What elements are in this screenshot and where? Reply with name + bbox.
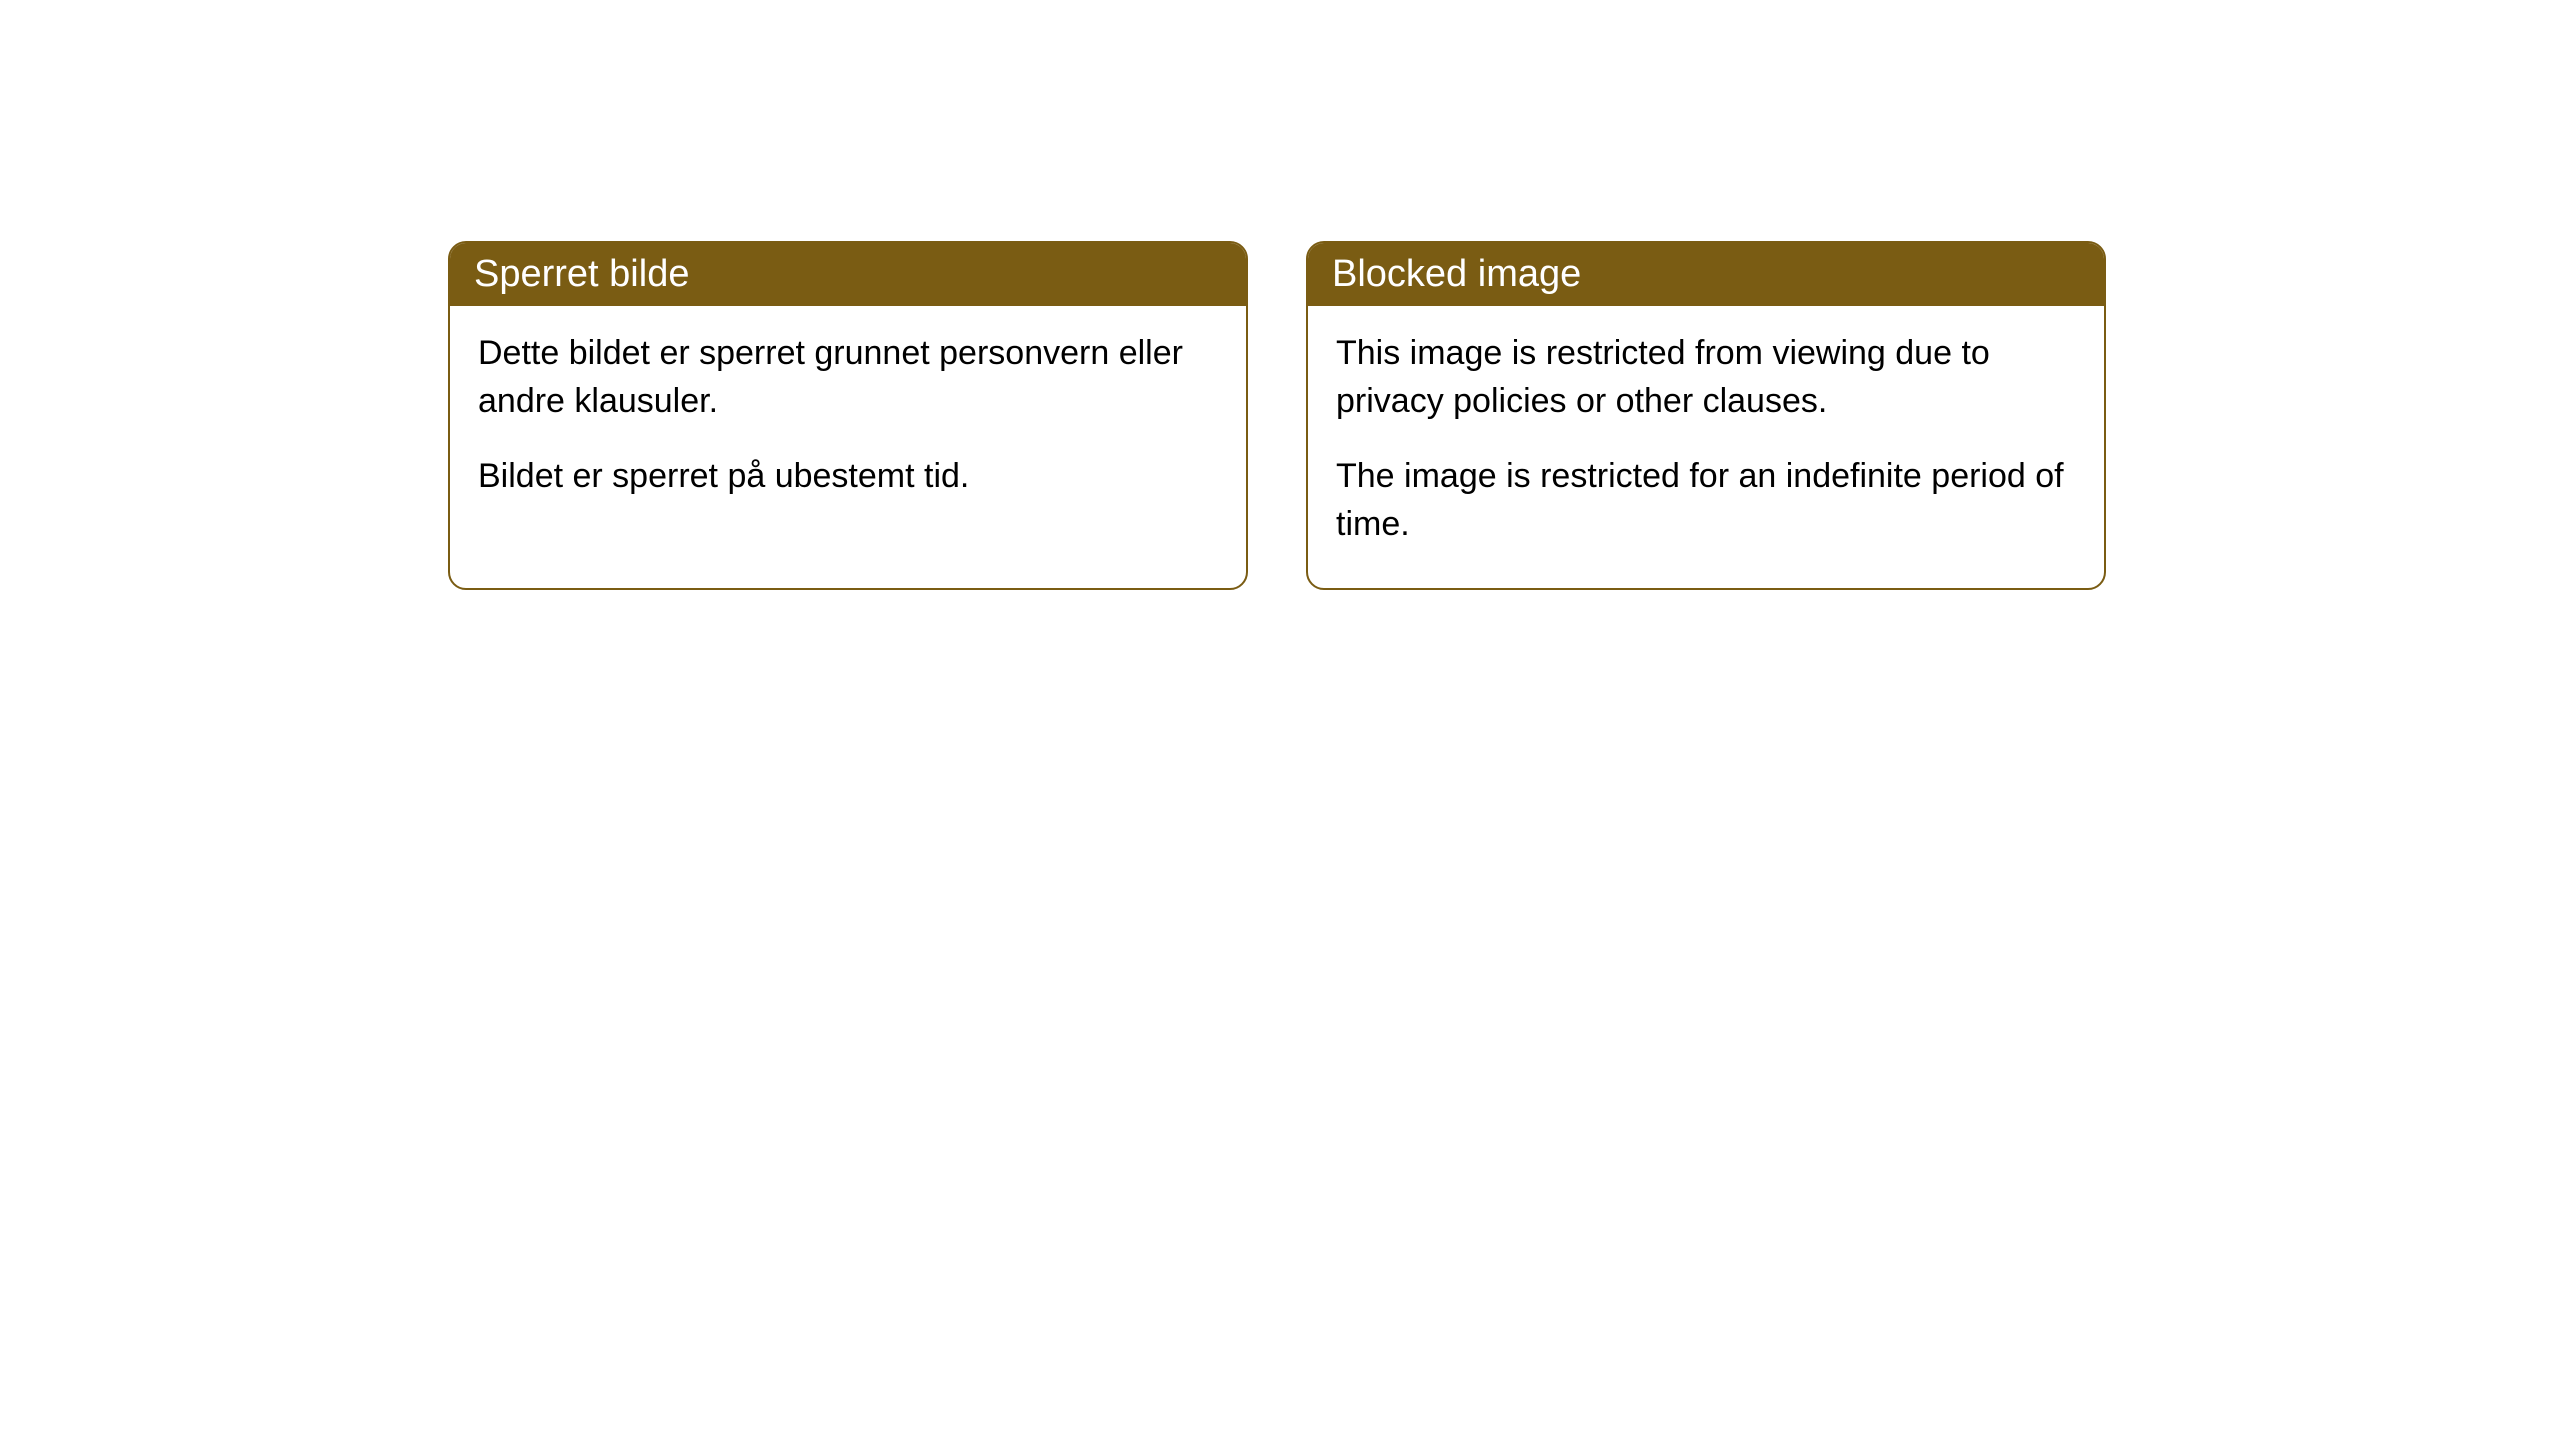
- card-paragraph-left-1: Dette bildet er sperret grunnet personve…: [478, 330, 1218, 425]
- card-body-right: This image is restricted from viewing du…: [1308, 306, 2104, 588]
- card-body-left: Dette bildet er sperret grunnet personve…: [450, 306, 1246, 541]
- cards-container: Sperret bilde Dette bildet er sperret gr…: [448, 241, 2106, 590]
- card-paragraph-right-1: This image is restricted from viewing du…: [1336, 330, 2076, 425]
- card-title-right: Blocked image: [1332, 253, 1581, 295]
- card-header-left: Sperret bilde: [450, 243, 1246, 306]
- card-title-left: Sperret bilde: [474, 253, 689, 295]
- blocked-image-card-norwegian: Sperret bilde Dette bildet er sperret gr…: [448, 241, 1248, 590]
- card-header-right: Blocked image: [1308, 243, 2104, 306]
- card-paragraph-left-2: Bildet er sperret på ubestemt tid.: [478, 453, 1218, 501]
- blocked-image-card-english: Blocked image This image is restricted f…: [1306, 241, 2106, 590]
- card-paragraph-right-2: The image is restricted for an indefinit…: [1336, 453, 2076, 548]
